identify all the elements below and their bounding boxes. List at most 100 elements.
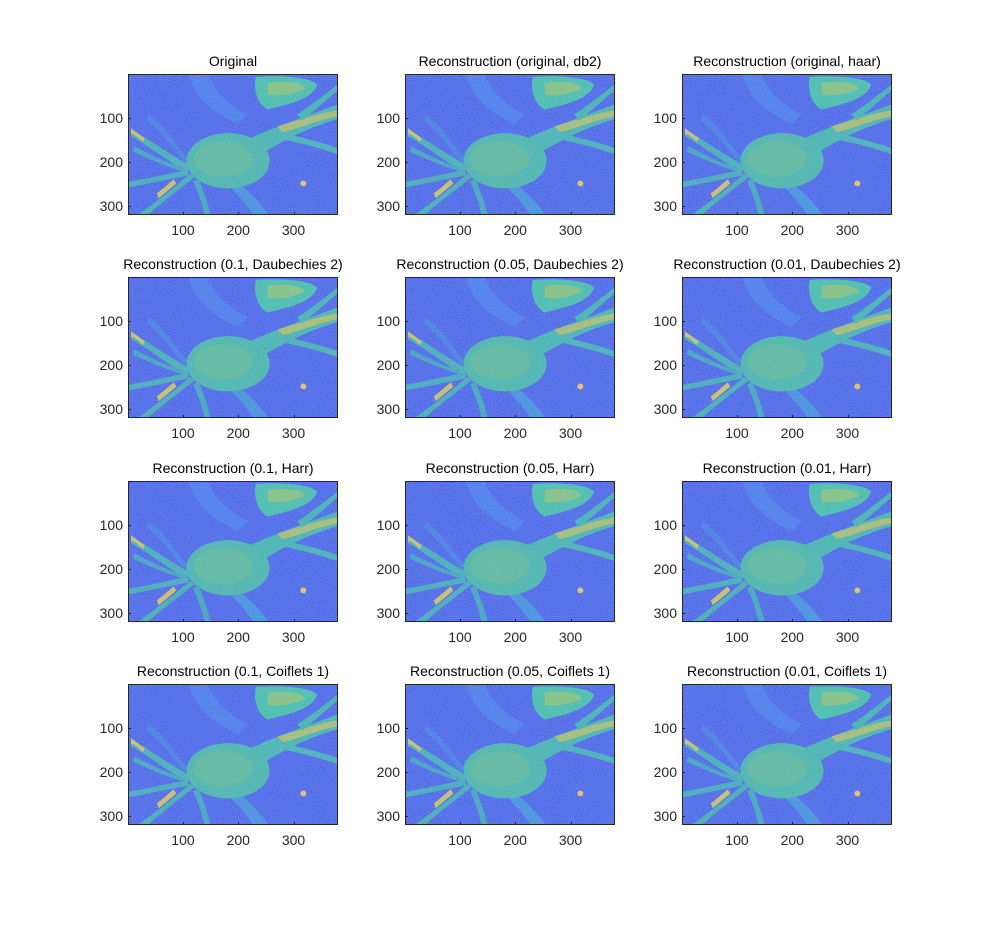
x-tick-mark (792, 822, 794, 825)
x-tick-mark (238, 212, 240, 215)
subplot-title: Reconstruction (0.05, Harr) (425, 460, 595, 476)
y-tick-label: 100 (99, 312, 123, 329)
x-tick-label: 200 (503, 425, 527, 441)
y-tick-mark (682, 727, 685, 729)
y-tick-label: 100 (653, 516, 677, 533)
y-tick-label: 200 (99, 763, 123, 780)
y-tick-mark (682, 771, 685, 773)
neuron-image (683, 685, 891, 824)
y-tick-label: 100 (376, 109, 400, 126)
y-tick-label: 300 (376, 197, 400, 214)
x-tick-mark (570, 619, 572, 622)
y-tick-mark (405, 364, 408, 366)
x-tick-mark (736, 212, 738, 215)
x-tick-mark (570, 415, 572, 418)
subplot-title: Reconstruction (0.01, Daubechies 2) (673, 256, 901, 272)
y-tick-label: 300 (653, 197, 677, 214)
image-axes (128, 684, 338, 825)
y-tick-label: 300 (99, 400, 123, 417)
y-tick-mark (682, 524, 685, 526)
x-tick-mark (570, 212, 572, 215)
x-tick-mark (847, 415, 849, 418)
x-tick-mark (238, 619, 240, 622)
x-tick-mark (792, 415, 794, 418)
y-tick-label: 200 (653, 356, 677, 373)
x-tick-label: 300 (558, 832, 583, 848)
subplot-title: Original (208, 53, 258, 69)
x-tick-mark (792, 212, 794, 215)
y-tick-mark (405, 612, 408, 614)
x-tick-label: 300 (835, 629, 860, 645)
y-tick-mark (128, 568, 131, 570)
y-tick-label: 300 (99, 197, 123, 214)
x-tick-mark (515, 822, 517, 825)
y-tick-label: 200 (99, 153, 123, 170)
subplot-title: Reconstruction (0.1, Daubechies 2) (123, 256, 343, 272)
y-tick-label: 200 (99, 356, 123, 373)
y-tick-label: 100 (376, 719, 400, 736)
neuron-image (683, 482, 891, 621)
subplot-panel: Reconstruction (original, haar) 100 100 200… (654, 53, 892, 238)
x-tick-mark (570, 822, 572, 825)
x-tick-mark (847, 619, 849, 622)
y-tick-mark (128, 815, 131, 817)
neuron-image (683, 278, 891, 417)
x-tick-mark (459, 212, 461, 215)
y-tick-label: 200 (376, 763, 400, 780)
x-tick-mark (182, 212, 184, 215)
y-tick-mark (128, 364, 131, 366)
y-tick-mark (405, 727, 408, 729)
x-tick-label: 100 (448, 832, 472, 848)
x-tick-label: 100 (448, 629, 472, 645)
subplot-panel: Reconstruction (0.1, Daubechies 2) 100 100… (100, 256, 343, 441)
x-tick-label: 200 (780, 832, 804, 848)
x-tick-label: 200 (503, 629, 527, 645)
x-tick-label: 200 (780, 425, 804, 441)
y-tick-mark (682, 612, 685, 614)
neuron-image (406, 482, 614, 621)
x-tick-mark (293, 822, 295, 825)
x-tick-label: 100 (725, 832, 749, 848)
y-tick-mark (128, 771, 131, 773)
y-tick-label: 100 (653, 719, 677, 736)
y-tick-label: 300 (653, 400, 677, 417)
y-tick-mark (405, 771, 408, 773)
y-tick-mark (405, 815, 408, 817)
y-tick-label: 300 (653, 807, 677, 824)
x-tick-label: 200 (226, 629, 250, 645)
y-tick-mark (128, 524, 131, 526)
image-axes (128, 277, 338, 418)
neuron-image (683, 75, 891, 214)
y-tick-mark (405, 408, 408, 410)
y-tick-mark (128, 320, 131, 322)
image-axes (405, 277, 615, 418)
y-tick-label: 200 (376, 153, 400, 170)
subplot-title: Reconstruction (0.1, Coiflets 1) (136, 663, 330, 679)
y-tick-mark (128, 161, 131, 163)
subplot-title: Reconstruction (0.1, Harr) (152, 460, 314, 476)
y-tick-label: 100 (99, 719, 123, 736)
x-tick-label: 300 (835, 222, 860, 238)
y-tick-label: 300 (653, 604, 677, 621)
y-tick-label: 100 (376, 312, 400, 329)
x-tick-mark (736, 415, 738, 418)
x-tick-mark (459, 619, 461, 622)
y-tick-mark (405, 205, 408, 207)
y-tick-label: 300 (376, 807, 400, 824)
y-tick-mark (128, 205, 131, 207)
image-axes (682, 481, 892, 622)
x-tick-label: 200 (780, 222, 804, 238)
x-tick-label: 200 (226, 832, 250, 848)
image-axes (128, 481, 338, 622)
y-tick-mark (405, 161, 408, 163)
x-tick-label: 100 (171, 425, 195, 441)
subplot-title: Reconstruction (0.01, Harr) (702, 460, 872, 476)
image-axes (128, 74, 338, 215)
x-tick-label: 200 (226, 222, 250, 238)
y-tick-mark (405, 524, 408, 526)
x-tick-label: 300 (558, 425, 583, 441)
image-axes (405, 684, 615, 825)
subplot-panel: Reconstruction (0.01, Daubechies 2) 100 10… (654, 256, 901, 441)
neuron-image (406, 278, 614, 417)
neuron-image (129, 278, 337, 417)
